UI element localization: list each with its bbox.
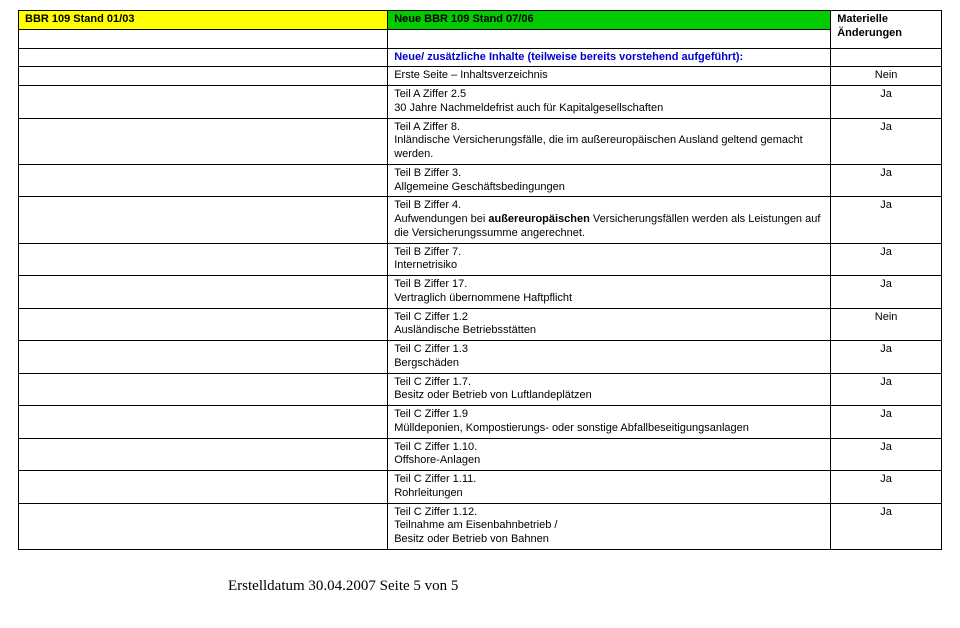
- header-right-line2: Änderungen: [837, 27, 902, 39]
- empty-cell: [19, 197, 388, 243]
- change-flag: Ja: [831, 164, 942, 197]
- content-cell: Teil B Ziffer 7.Internetrisiko: [388, 243, 831, 276]
- content-cell: Erste Seite – Inhaltsverzeichnis: [388, 67, 831, 86]
- row-desc: Mülldeponien, Kompostierungs- oder sonst…: [394, 422, 749, 434]
- row-title: Teil C Ziffer 1.10.: [394, 441, 477, 453]
- row-title: Teil C Ziffer 1.2: [394, 311, 468, 323]
- row-desc: Ausländische Betriebsstätten: [394, 324, 536, 336]
- change-flag: Nein: [831, 67, 942, 86]
- row-desc: Inländische Versicherungsfälle, die im a…: [394, 134, 802, 160]
- change-flag: Ja: [831, 373, 942, 406]
- table-row: Teil C Ziffer 1.7.Besitz oder Betrieb vo…: [19, 373, 942, 406]
- empty-cell: [19, 373, 388, 406]
- row-desc: Internetrisiko: [394, 259, 457, 271]
- table-row: Teil B Ziffer 4. Aufwendungen bei außereu…: [19, 197, 942, 243]
- empty-cell: [19, 67, 388, 86]
- row-desc: 30 Jahre Nachmeldefrist auch für Kapital…: [394, 102, 663, 114]
- content-cell: Teil C Ziffer 1.7.Besitz oder Betrieb vo…: [388, 373, 831, 406]
- change-flag: Ja: [831, 471, 942, 504]
- row-title: Teil C Ziffer 1.3: [394, 343, 468, 355]
- row-desc: Vertraglich übernommene Haftpflicht: [394, 292, 572, 304]
- content-cell: Teil C Ziffer 1.3 Bergschäden: [388, 341, 831, 374]
- content-cell: Teil C Ziffer 1.12.Teilnahme am Eisenbah…: [388, 503, 831, 549]
- empty-cell: [388, 29, 831, 48]
- table-row: Teil C Ziffer 1.9 Mülldeponien, Kompostie…: [19, 406, 942, 439]
- change-flag: Ja: [831, 406, 942, 439]
- table-row: Teil B Ziffer 17. Vertraglich übernommene…: [19, 276, 942, 309]
- intro-row: Neue/ zusätzliche Inhalte (teilweise ber…: [19, 48, 942, 67]
- change-flag: Ja: [831, 503, 942, 549]
- row-title: Teil A Ziffer 2.5: [394, 88, 466, 100]
- header-right-line1: Materielle: [837, 13, 888, 25]
- content-cell: Teil B Ziffer 17. Vertraglich übernommene…: [388, 276, 831, 309]
- empty-cell: [19, 308, 388, 341]
- row-title: Teil B Ziffer 17.: [394, 278, 467, 290]
- content-cell: Teil A Ziffer 8.Inländische Versicherung…: [388, 118, 831, 164]
- table-row: Teil B Ziffer 7.InternetrisikoJa: [19, 243, 942, 276]
- change-flag: Ja: [831, 86, 942, 119]
- header-left: BBR 109 Stand 01/03: [19, 11, 388, 30]
- change-flag: Ja: [831, 197, 942, 243]
- header-right: Materielle Änderungen: [831, 11, 942, 49]
- row-title: Teil C Ziffer 1.9: [394, 408, 468, 420]
- row-title: Teil A Ziffer 8.: [394, 121, 460, 133]
- table-row: Teil C Ziffer 1.12.Teilnahme am Eisenbah…: [19, 503, 942, 549]
- empty-cell: [19, 118, 388, 164]
- row-title: Teil C Ziffer 1.12.: [394, 506, 477, 518]
- row-title: Teil C Ziffer 1.11.: [394, 473, 476, 485]
- change-flag: Nein: [831, 308, 942, 341]
- row-desc: Rohrleitungen: [394, 487, 463, 499]
- empty-cell: [19, 406, 388, 439]
- row-title: Teil C Ziffer 1.7.: [394, 376, 471, 388]
- row-desc: Allgemeine Geschäftsbedingungen: [394, 181, 565, 193]
- table-row: Teil A Ziffer 2.5 30 Jahre Nachmeldefrist…: [19, 86, 942, 119]
- row-desc: Offshore-Anlagen: [394, 454, 480, 466]
- row-desc: Aufwendungen bei außereuropäischen Versi…: [394, 213, 820, 239]
- table-row: Teil C Ziffer 1.3 Bergschäden Ja: [19, 341, 942, 374]
- comparison-table: BBR 109 Stand 01/03 Neue BBR 109 Stand 0…: [18, 10, 942, 550]
- row-desc: Teilnahme am Eisenbahnbetrieb /Besitz od…: [394, 519, 557, 545]
- row-desc: Bergschäden: [394, 357, 459, 369]
- page-footer: Erstelldatum 30.04.2007 Seite 5 von 5: [18, 578, 942, 595]
- empty-cell: [19, 48, 388, 67]
- empty-cell: [19, 503, 388, 549]
- empty-cell: [19, 276, 388, 309]
- content-cell: Teil C Ziffer 1.9 Mülldeponien, Kompostie…: [388, 406, 831, 439]
- content-cell: Teil A Ziffer 2.5 30 Jahre Nachmeldefrist…: [388, 86, 831, 119]
- empty-cell: [19, 86, 388, 119]
- empty-cell: [19, 243, 388, 276]
- change-flag: Ja: [831, 118, 942, 164]
- content-cell: Teil C Ziffer 1.2Ausländische Betriebsst…: [388, 308, 831, 341]
- row-title: Teil B Ziffer 4.: [394, 199, 461, 211]
- change-flag: Ja: [831, 438, 942, 471]
- table-row: Teil C Ziffer 1.2Ausländische Betriebsst…: [19, 308, 942, 341]
- row-title: Teil B Ziffer 7.: [394, 246, 461, 258]
- empty-cell: [19, 164, 388, 197]
- table-row: Teil B Ziffer 3. Allgemeine Geschäftsbedi…: [19, 164, 942, 197]
- content-cell: Teil C Ziffer 1.11. Rohrleitungen: [388, 471, 831, 504]
- intro-text: Neue/ zusätzliche Inhalte (teilweise ber…: [388, 48, 831, 67]
- change-flag: Ja: [831, 341, 942, 374]
- empty-cell: [19, 438, 388, 471]
- content-cell: Teil B Ziffer 4. Aufwendungen bei außereu…: [388, 197, 831, 243]
- change-flag: Ja: [831, 276, 942, 309]
- header-mid: Neue BBR 109 Stand 07/06: [388, 11, 831, 30]
- empty-cell: [831, 48, 942, 67]
- content-cell: Teil B Ziffer 3. Allgemeine Geschäftsbedi…: [388, 164, 831, 197]
- row-desc: Besitz oder Betrieb von Luftlandeplätzen: [394, 389, 592, 401]
- empty-cell: [19, 341, 388, 374]
- header-row-2: [19, 29, 942, 48]
- table-row: Teil C Ziffer 1.10.Offshore-AnlagenJa: [19, 438, 942, 471]
- table-row: Erste Seite – Inhaltsverzeichnis Nein: [19, 67, 942, 86]
- change-flag: Ja: [831, 243, 942, 276]
- row-title: Erste Seite – Inhaltsverzeichnis: [394, 69, 547, 81]
- empty-cell: [19, 29, 388, 48]
- table-row: Teil C Ziffer 1.11. Rohrleitungen Ja: [19, 471, 942, 504]
- empty-cell: [19, 471, 388, 504]
- row-title: Teil B Ziffer 3.: [394, 167, 461, 179]
- header-row: BBR 109 Stand 01/03 Neue BBR 109 Stand 0…: [19, 11, 942, 30]
- content-cell: Teil C Ziffer 1.10.Offshore-Anlagen: [388, 438, 831, 471]
- table-row: Teil A Ziffer 8.Inländische Versicherung…: [19, 118, 942, 164]
